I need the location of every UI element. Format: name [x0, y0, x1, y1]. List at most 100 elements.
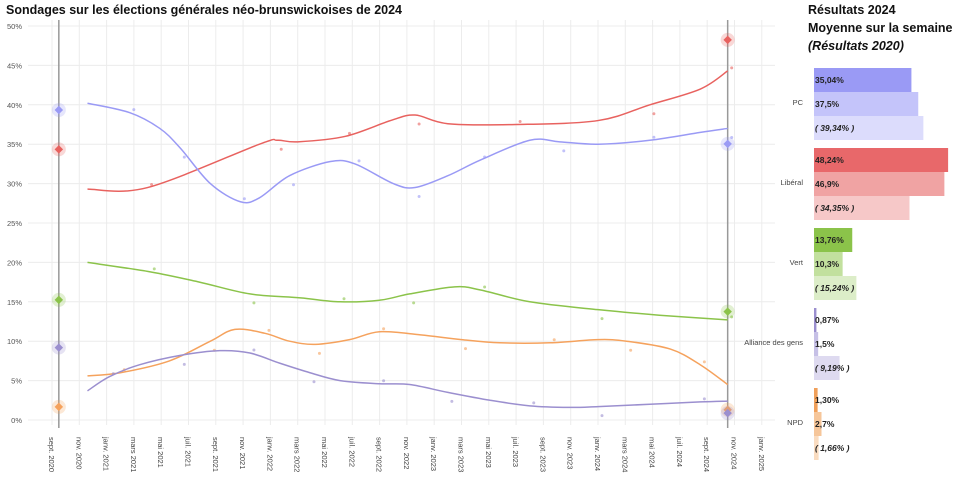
trend-line-NPD: [87, 328, 729, 386]
x-tick-label: janv. 2022: [265, 436, 274, 471]
result-bar-label: 48,24%: [815, 155, 844, 165]
poll-point: [629, 348, 633, 352]
poll-point: [600, 414, 604, 418]
poll-point: [552, 338, 556, 342]
poll-point: [730, 135, 734, 139]
x-tick-label: sept. 2020: [47, 437, 56, 472]
y-tick-label: 20%: [7, 258, 22, 267]
result-bar-label: ( 15,24% ): [815, 283, 854, 293]
poll-point: [182, 155, 186, 159]
result-bar-label: ( 1,66% ): [815, 443, 850, 453]
poll-point: [152, 267, 156, 271]
poll-point: [347, 131, 351, 135]
result-bar: [814, 68, 912, 92]
election-result-diamond: [54, 295, 64, 305]
result-bar-label: 13,76%: [815, 235, 844, 245]
result-bar-label: 0,87%: [815, 315, 840, 325]
poll-point: [279, 147, 283, 151]
poll-point: [132, 108, 136, 112]
poll-point: [417, 195, 421, 199]
result-bar: [814, 388, 818, 412]
x-tick-label: nov. 2024: [730, 437, 739, 469]
party-label: Vert: [790, 258, 804, 267]
poll-point: [532, 401, 536, 405]
poll-point: [702, 360, 706, 364]
poll-point: [242, 197, 246, 201]
result-bar-label: ( 39,34% ): [815, 123, 854, 133]
x-tick-label: mai 2023: [484, 437, 493, 468]
poll-point: [252, 301, 256, 305]
party-label: PC: [793, 98, 804, 107]
x-tick-label: nov. 2022: [402, 437, 411, 469]
x-tick-label: sept. 2022: [375, 437, 384, 472]
poll-point: [382, 379, 386, 383]
x-tick-label: janv. 2025: [757, 436, 766, 471]
poll-point: [182, 362, 186, 366]
y-tick-label: 50%: [7, 22, 22, 31]
trend-line-Alliance des gens: [87, 349, 728, 409]
trend-line-Vert: [87, 261, 728, 321]
x-tick-label: nov. 2020: [74, 437, 83, 469]
result-bar: [814, 116, 924, 140]
x-tick-label: mars 2021: [129, 437, 138, 472]
poll-point: [464, 347, 467, 351]
result-bar: [814, 228, 853, 252]
party-label: Libéral: [780, 178, 803, 187]
x-tick-label: juil. 2021: [184, 436, 193, 467]
result-bar-label: 37,5%: [815, 99, 840, 109]
y-tick-label: 0%: [11, 416, 22, 425]
poll-point: [412, 301, 416, 305]
poll-point: [450, 399, 454, 403]
election-result-diamond: [723, 307, 732, 316]
x-tick-label: nov. 2021: [238, 437, 247, 469]
poll-point: [730, 315, 734, 319]
x-tick-label: mars 2023: [457, 437, 466, 472]
x-tick-label: mai 2021: [156, 437, 165, 468]
result-bar: [814, 252, 843, 276]
x-tick-label: mai 2024: [648, 437, 657, 468]
poll-point: [292, 183, 296, 187]
poll-point: [417, 122, 421, 126]
result-bar: [814, 92, 919, 116]
poll-point: [600, 317, 604, 321]
poll-point: [317, 351, 321, 355]
x-tick-label: sept. 2021: [211, 437, 220, 472]
poll-point: [483, 285, 487, 289]
x-tick-label: janv. 2024: [593, 436, 602, 471]
result-bar-label: ( 9,19% ): [815, 363, 850, 373]
poll-point: [483, 155, 487, 159]
poll-point: [357, 159, 361, 163]
poll-point: [252, 348, 256, 352]
poll-point: [652, 112, 656, 116]
poll-point: [342, 297, 346, 301]
party-label: Alliance des gens: [744, 338, 803, 347]
poll-point: [267, 328, 271, 332]
election-result-diamond: [54, 402, 64, 412]
x-tick-label: mars 2022: [293, 437, 302, 472]
y-tick-label: 30%: [7, 180, 22, 189]
result-bar: [814, 148, 949, 172]
y-tick-label: 10%: [7, 337, 22, 346]
y-tick-label: 35%: [7, 140, 22, 149]
poll-point: [150, 183, 154, 187]
poll-point: [382, 327, 386, 331]
result-bar-label: 1,5%: [815, 339, 835, 349]
result-bar-label: ( 34,35% ): [815, 203, 854, 213]
result-bar: [814, 356, 840, 380]
y-tick-label: 25%: [7, 219, 22, 228]
result-bar: [814, 172, 945, 196]
result-bar-label: 10,3%: [815, 259, 840, 269]
x-tick-label: nov. 2023: [566, 437, 575, 469]
result-bar: [814, 276, 857, 300]
result-bar: [814, 436, 819, 460]
x-tick-label: mai 2022: [320, 437, 329, 468]
x-tick-label: juil. 2024: [675, 436, 684, 467]
results-2020-label: (Résultats 2020): [808, 39, 904, 53]
trend-line-PC: [87, 102, 728, 204]
election-result-diamond: [54, 105, 64, 115]
x-tick-label: sept. 2023: [538, 437, 547, 472]
x-tick-label: juil. 2022: [347, 436, 356, 467]
result-bar: [814, 196, 910, 220]
